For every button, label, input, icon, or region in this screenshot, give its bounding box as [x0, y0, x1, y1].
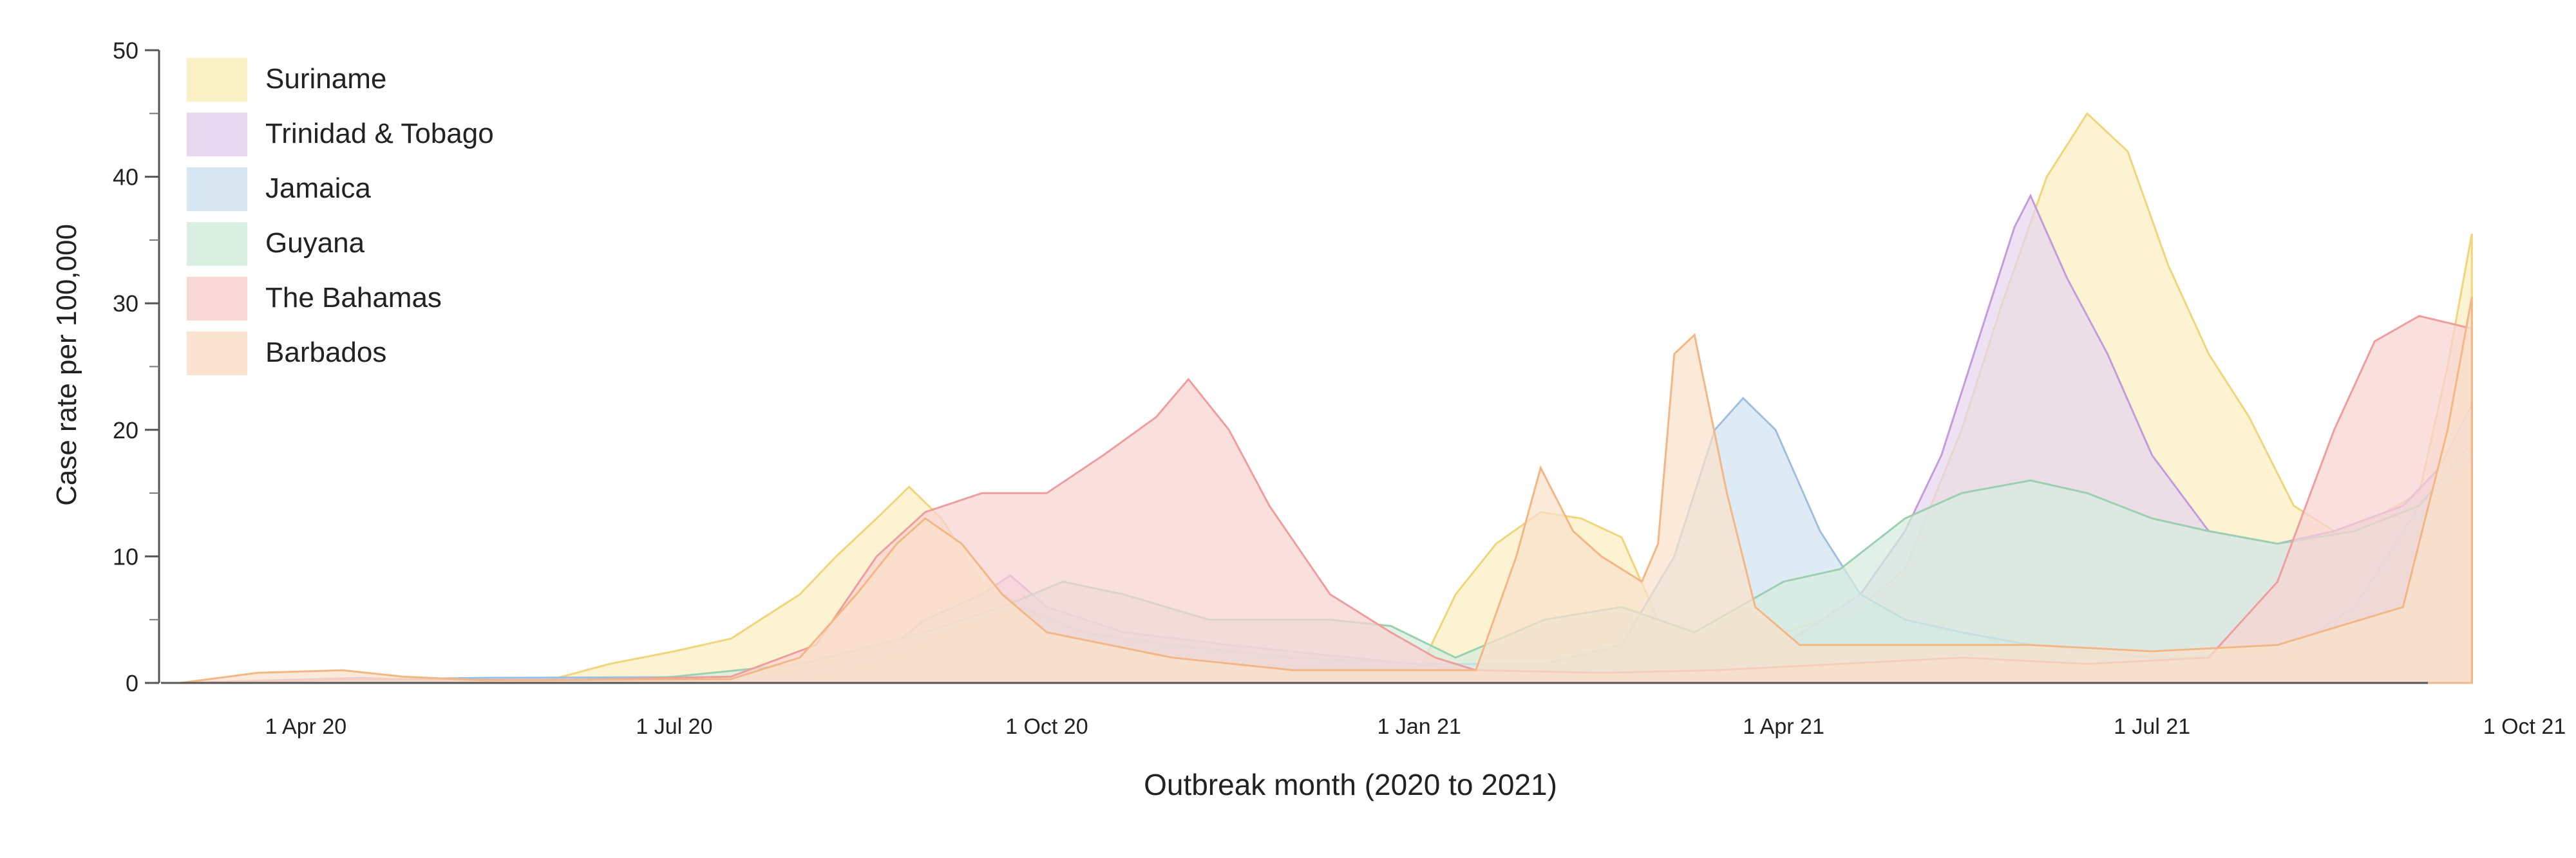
- x-axis-title: Outbreak month (2020 to 2021): [1144, 768, 1557, 801]
- areas-layer: [180, 111, 2473, 684]
- y-axis-title: Case rate per 100,000: [51, 224, 82, 506]
- x-tick-label: 1 Oct 21: [2483, 714, 2566, 739]
- y-tick-label: 0: [126, 670, 138, 696]
- series-area-barbados: [180, 297, 2473, 684]
- y-tick-label: 50: [113, 37, 138, 64]
- x-tick-label: 1 Jul 21: [2114, 714, 2190, 739]
- legend-label-the-bahamas: The Bahamas: [265, 282, 442, 313]
- axes-layer: 0 10 20 30 40 50 1 Apr 20 1 Jul 20 1 Oct 20 1 Jan…: [113, 37, 2566, 739]
- y-tick-label: 10: [113, 543, 138, 570]
- legend-label-barbados: Barbados: [265, 337, 386, 368]
- y-tick-label: 30: [113, 290, 138, 317]
- x-tick-label: 1 Apr 21: [1743, 714, 1824, 739]
- legend: Suriname Trinidad & Tobago Jamaica Guyana Th…: [187, 58, 494, 375]
- legend-swatch-jamaica: [187, 167, 247, 211]
- legend-label-suriname: Suriname: [265, 63, 386, 95]
- legend-swatch-suriname: [187, 58, 247, 102]
- legend-swatch-guyana: [187, 222, 247, 266]
- legend-swatch-trinidad-tobago: [187, 113, 247, 156]
- x-tick-label: 1 Apr 20: [265, 714, 347, 739]
- legend-label-guyana: Guyana: [265, 227, 365, 259]
- x-tick-label: 1 Oct 20: [1005, 714, 1088, 739]
- legend-label-trinidad-tobago: Trinidad & Tobago: [265, 118, 494, 149]
- legend-label-jamaica: Jamaica: [265, 173, 371, 204]
- legend-swatch-barbados: [187, 331, 247, 375]
- y-tick-label: 20: [113, 417, 138, 443]
- y-tick-label: 40: [113, 164, 138, 191]
- legend-swatch-the-bahamas: [187, 277, 247, 321]
- x-tick-label: 1 Jul 20: [636, 714, 712, 739]
- x-tick-label: 1 Jan 21: [1378, 714, 1461, 739]
